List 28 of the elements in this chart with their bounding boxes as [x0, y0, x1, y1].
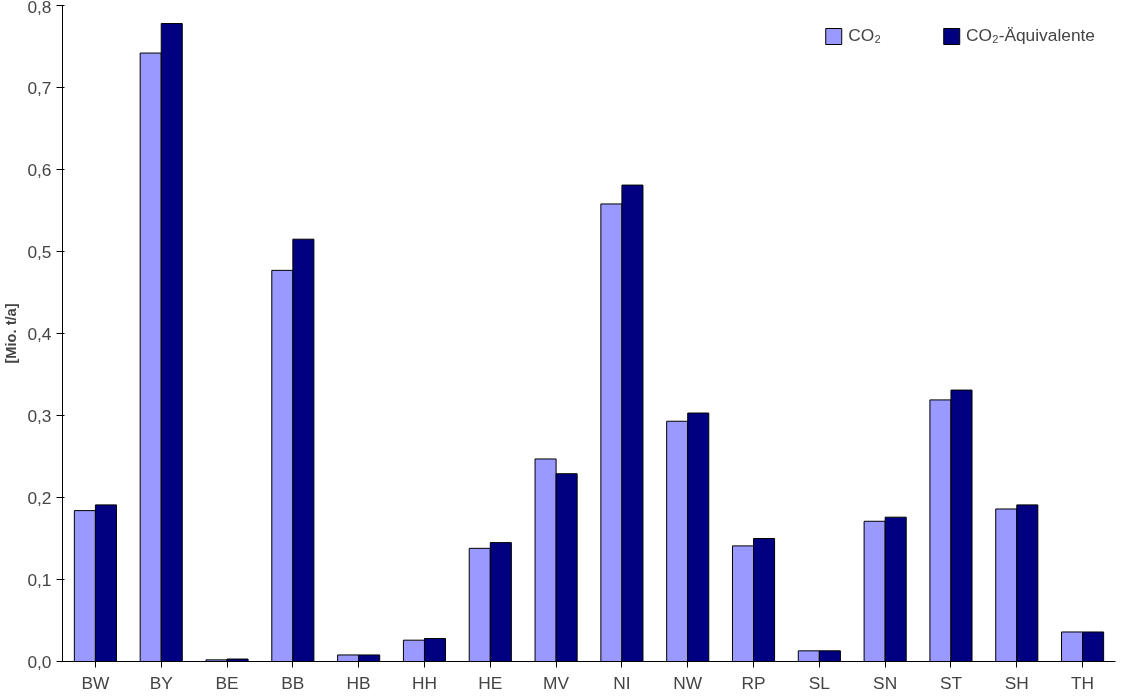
y-axis-title: [Mio. t/a] — [3, 303, 20, 364]
y-tick-label: 0,8 — [27, 0, 52, 17]
y-tick-label: 0,4 — [27, 323, 52, 344]
x-tick-label: BE — [215, 672, 239, 693]
x-tick-label: SN — [873, 672, 898, 693]
y-tick-label: 0,0 — [27, 651, 52, 672]
y-tick-label: 0,3 — [27, 405, 52, 426]
legend-label: CO₂-Äquivalente — [965, 25, 1095, 46]
x-tick-label: RP — [741, 672, 766, 693]
x-tick-label: NW — [673, 672, 703, 693]
x-tick-label: SL — [808, 672, 831, 693]
x-tick-label: BY — [149, 672, 174, 693]
y-tick-label: 0,2 — [27, 487, 52, 508]
x-tick-label: NI — [613, 672, 631, 693]
y-tick-label: 0,1 — [27, 569, 52, 590]
x-tick-label: HB — [346, 672, 371, 693]
x-tick-label: HE — [478, 672, 503, 693]
x-tick-label: BB — [281, 672, 305, 693]
y-tick-label: 0,6 — [27, 159, 52, 180]
x-tick-label: ST — [939, 672, 963, 693]
legend-label: CO₂ — [848, 25, 881, 46]
x-tick-label: MV — [543, 672, 570, 693]
x-tick-label: HH — [411, 672, 437, 693]
y-tick-label: 0,5 — [27, 241, 52, 262]
x-tick-label: BW — [81, 672, 111, 693]
x-tick-label: SH — [1004, 672, 1029, 693]
y-tick-label: 0,7 — [27, 77, 52, 98]
x-tick-label: TH — [1071, 672, 1095, 693]
